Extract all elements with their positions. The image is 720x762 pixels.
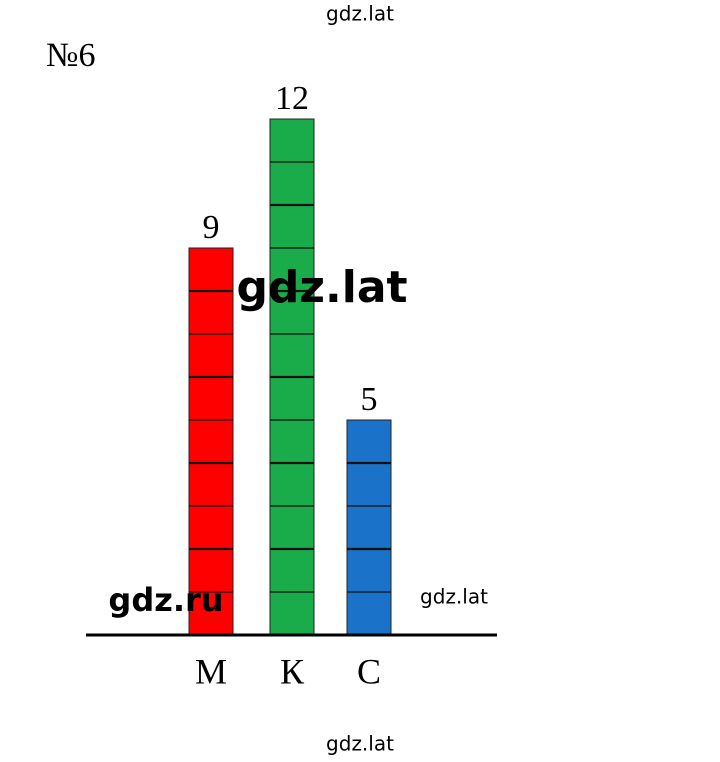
watermark: gdz.lat	[420, 585, 488, 609]
watermark: gdz.lat	[326, 732, 394, 756]
x-tick-label: К	[280, 651, 305, 691]
watermark: gdz.lat	[236, 262, 407, 313]
watermark: gdz.ru	[108, 581, 223, 619]
bar	[346, 419, 392, 636]
x-tick-label: С	[357, 651, 381, 691]
value-label: 12	[275, 80, 309, 117]
x-tick-label: М	[195, 651, 227, 691]
value-label: 5	[361, 381, 378, 418]
value-label: 9	[203, 209, 220, 246]
chart-title: №6	[46, 37, 95, 74]
watermark: gdz.lat	[326, 2, 394, 26]
bar	[188, 247, 234, 636]
